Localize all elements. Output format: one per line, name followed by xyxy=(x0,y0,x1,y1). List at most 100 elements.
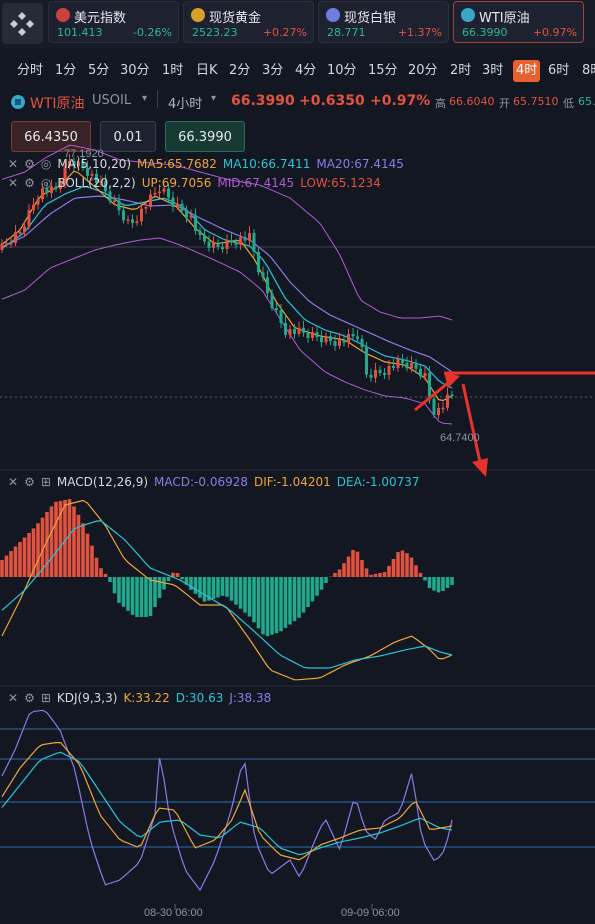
timeframe-tab[interactable]: 分时 xyxy=(17,63,44,78)
boll-up-value: UP:69.7056 xyxy=(141,176,212,190)
macd-histogram-bar xyxy=(126,577,130,611)
kdj-pane[interactable] xyxy=(1,709,453,892)
macd-indicator-name[interactable]: MACD(12,26,9) xyxy=(56,475,149,489)
symbol-name[interactable]: WTI原油 xyxy=(30,96,85,112)
timeframe-tab[interactable]: 6时 xyxy=(548,63,570,78)
ma20-value: MA20:67.4145 xyxy=(316,157,404,171)
boll-legend: ✕ ⚙ ◎ BOLL(20,2,2) UP:69.7056 MID:67.4145 LOW:… xyxy=(8,176,387,190)
timeframe-tab[interactable]: 3时 xyxy=(482,63,504,78)
candlestick-pane[interactable] xyxy=(0,144,454,425)
timeframe-tab[interactable]: 3分 xyxy=(262,63,284,78)
macd-histogram-bar xyxy=(49,506,54,577)
macd-histogram-bar xyxy=(319,577,324,590)
candle-body xyxy=(401,358,404,363)
settings-icon[interactable]: ⚙ xyxy=(24,691,35,705)
macd-histogram-bar xyxy=(193,577,198,594)
symbol-code[interactable]: USOIL xyxy=(92,93,132,108)
timeframe-tab[interactable]: 15分 xyxy=(368,63,398,78)
quote-card[interactable]: 现货黄金 2523.23 +0.27% xyxy=(183,1,314,43)
macd-histogram-bar xyxy=(400,550,405,577)
macd-histogram-bar xyxy=(346,556,351,577)
menu-button[interactable] xyxy=(2,3,43,44)
settings-icon[interactable]: ⚙ xyxy=(24,157,35,171)
macd-histogram-bar xyxy=(9,551,13,577)
boll-indicator-name[interactable]: BOLL(20,2,2) xyxy=(57,176,136,190)
ma5-value: MA5:65.7682 xyxy=(137,157,217,171)
j-value: J:38.38 xyxy=(229,691,272,705)
quote-name: 现货黄金 xyxy=(209,11,262,26)
timeframe-tab[interactable]: 2时 xyxy=(450,63,472,78)
kdj-indicator-name[interactable]: KDJ(9,3,3) xyxy=(56,691,118,705)
candle-body xyxy=(0,243,4,250)
candle-body xyxy=(198,230,202,235)
timeframe-tab[interactable]: 日K xyxy=(196,63,218,78)
close-icon[interactable]: ✕ xyxy=(8,176,19,190)
dropdown-icon[interactable]: ▾ xyxy=(142,93,148,104)
candle-body xyxy=(410,362,413,369)
candle-body xyxy=(14,232,17,244)
timeframe-tab[interactable]: 1时 xyxy=(162,63,184,78)
candle-body xyxy=(423,373,427,377)
boll-low-value: LOW:65.1234 xyxy=(300,176,381,190)
candle-body xyxy=(446,394,449,408)
candle-body xyxy=(383,373,386,375)
candle-body xyxy=(153,193,157,195)
lot-size-input[interactable]: 0.01 xyxy=(100,121,156,152)
timeframe-tab[interactable]: 4分 xyxy=(295,63,317,78)
timeframe-tab[interactable]: 10分 xyxy=(327,63,357,78)
candle-body xyxy=(27,210,31,227)
settings-icon[interactable]: ⚙ xyxy=(24,475,35,489)
settings-icon[interactable]: ⚙ xyxy=(24,176,35,190)
period-dropdown-icon[interactable]: ▾ xyxy=(211,93,217,104)
macd-value: MACD:-0.06928 xyxy=(154,475,248,489)
candle-body xyxy=(338,339,341,346)
close-icon[interactable]: ✕ xyxy=(8,691,19,705)
close-icon[interactable]: ✕ xyxy=(8,475,19,489)
candle-body xyxy=(72,161,76,167)
timeframe-tab[interactable]: 4时 xyxy=(513,60,541,82)
period-selector[interactable]: 4小时 xyxy=(168,97,203,112)
timeframe-tab[interactable]: 30分 xyxy=(120,63,150,78)
macd-histogram-bar xyxy=(238,577,243,609)
candle-body xyxy=(320,337,323,343)
macd-histogram-bar xyxy=(306,577,310,607)
visibility-icon[interactable]: ◎ xyxy=(40,157,52,171)
candle-body xyxy=(356,336,359,339)
quote-card[interactable]: WTI原油 66.3990 +0.97% xyxy=(453,1,584,43)
macd-histogram-bar xyxy=(189,577,193,590)
quote-change: +0.27% xyxy=(262,26,307,39)
ma5-line xyxy=(1,170,453,402)
visibility-icon[interactable]: ◎ xyxy=(40,176,52,190)
annotation-arrow xyxy=(461,383,482,463)
symbol-logo-icon xyxy=(11,95,25,109)
candle-body xyxy=(50,186,53,193)
macd-histogram-bar xyxy=(355,551,360,577)
quote-card[interactable]: 现货白银 28.771 +1.37% xyxy=(318,1,449,43)
timeframe-tab[interactable]: 5分 xyxy=(88,63,110,78)
ma-indicator-name[interactable]: MA(5,10,20) xyxy=(57,157,132,171)
candle-body xyxy=(167,188,170,198)
ask-price-input[interactable]: 66.3990 xyxy=(165,121,245,152)
timeframe-tab[interactable]: 1分 xyxy=(55,63,77,78)
timeframe-tab[interactable]: 20分 xyxy=(408,63,438,78)
macd-histogram-bar xyxy=(31,528,36,577)
candle-body xyxy=(81,161,85,168)
dea-line xyxy=(1,520,453,669)
macd-pane[interactable] xyxy=(0,499,454,681)
quote-card[interactable]: 美元指数 101.413 -0.26% xyxy=(48,1,179,43)
macd-histogram-bar xyxy=(76,514,81,577)
macd-histogram-bar xyxy=(27,533,31,577)
macd-histogram-bar xyxy=(0,560,4,577)
symbol-header: WTI原油 USOIL ▾ 4小时 ▾ 66.3990 +0.6350 +0.9… xyxy=(0,90,595,114)
timeframe-tab[interactable]: 2分 xyxy=(229,63,251,78)
divider xyxy=(157,90,158,108)
expand-icon[interactable]: ⊞ xyxy=(40,475,51,489)
close-icon[interactable]: ✕ xyxy=(8,157,19,171)
candle-body xyxy=(122,210,125,221)
timeframe-tab[interactable]: 8时 xyxy=(582,63,595,78)
candle-body xyxy=(117,200,121,211)
expand-icon[interactable]: ⊞ xyxy=(40,691,51,705)
macd-histogram-bar xyxy=(67,499,72,577)
macd-histogram-bar xyxy=(405,553,409,577)
